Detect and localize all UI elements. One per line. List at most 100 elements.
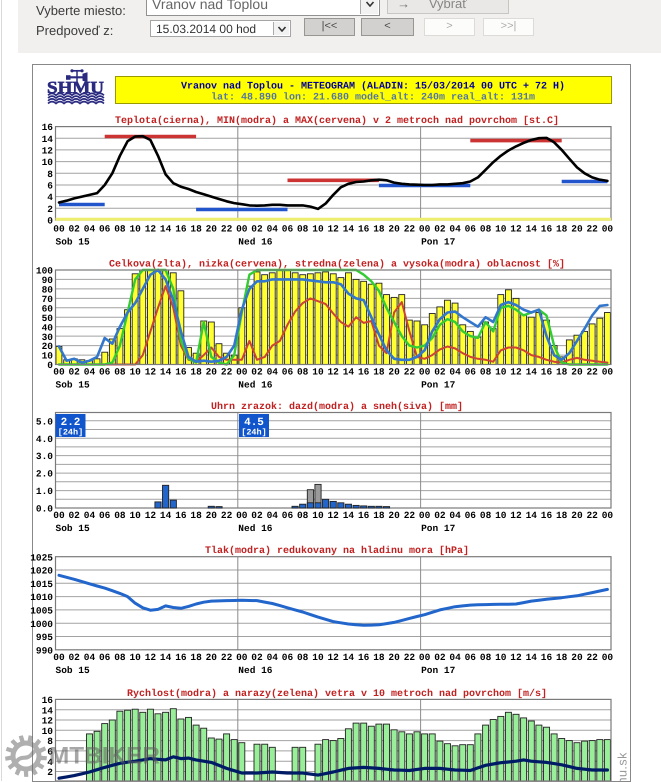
svg-text:1005: 1005 (30, 606, 53, 617)
svg-text:12: 12 (145, 510, 157, 521)
svg-text:16: 16 (358, 652, 370, 663)
svg-text:18: 18 (373, 367, 385, 378)
svg-text:14: 14 (526, 224, 538, 235)
svg-text:00: 00 (419, 510, 431, 521)
svg-text:18: 18 (556, 367, 568, 378)
svg-text:12: 12 (327, 652, 339, 663)
svg-text:10: 10 (495, 367, 507, 378)
svg-text:18: 18 (190, 367, 202, 378)
svg-text:14: 14 (42, 134, 54, 145)
svg-text:16: 16 (541, 224, 553, 235)
svg-text:Sob 15: Sob 15 (56, 523, 91, 534)
svg-text:08: 08 (480, 652, 492, 663)
svg-text:3.0: 3.0 (36, 451, 53, 462)
svg-text:18: 18 (373, 652, 385, 663)
svg-text:12: 12 (510, 367, 522, 378)
svg-text:02: 02 (251, 224, 263, 235)
svg-text:06: 06 (465, 510, 477, 521)
svg-text:00: 00 (602, 224, 614, 235)
svg-text:16: 16 (358, 367, 370, 378)
svg-text:90: 90 (42, 275, 54, 286)
svg-text:02: 02 (434, 652, 446, 663)
svg-text:20: 20 (388, 652, 400, 663)
svg-text:06: 06 (282, 224, 294, 235)
svg-text:16: 16 (541, 510, 553, 521)
svg-text:04: 04 (449, 652, 461, 663)
svg-text:12: 12 (510, 224, 522, 235)
svg-text:22: 22 (586, 224, 598, 235)
svg-text:06: 06 (282, 510, 294, 521)
svg-text:18: 18 (190, 510, 202, 521)
svg-text:00: 00 (53, 652, 65, 663)
svg-text:16: 16 (541, 652, 553, 663)
svg-text:02: 02 (68, 367, 80, 378)
svg-text:00: 00 (53, 367, 65, 378)
svg-text:00: 00 (53, 510, 65, 521)
svg-text:40: 40 (42, 322, 54, 333)
svg-text:12: 12 (42, 146, 54, 157)
svg-text:00: 00 (419, 224, 431, 235)
svg-text:08: 08 (480, 367, 492, 378)
svg-text:04: 04 (84, 652, 96, 663)
svg-text:20: 20 (388, 510, 400, 521)
svg-text:20: 20 (571, 367, 583, 378)
svg-text:80: 80 (42, 285, 54, 296)
svg-text:1010: 1010 (30, 592, 53, 603)
svg-text:lat: 48.890 lon: 21.680 mode: lat: 48.890 lon: 21.680 model_alt: 240m … (211, 91, 535, 103)
svg-text:10: 10 (312, 652, 324, 663)
svg-text:1015: 1015 (30, 579, 53, 590)
svg-text:22: 22 (221, 652, 233, 663)
svg-text:22: 22 (221, 224, 233, 235)
svg-text:5.0: 5.0 (36, 416, 53, 427)
svg-text:14: 14 (160, 224, 172, 235)
svg-text:8: 8 (47, 169, 53, 180)
svg-text:Ned 16: Ned 16 (238, 380, 273, 391)
svg-text:70: 70 (42, 294, 54, 305)
svg-text:Celkova(zlta), nizka(cervena),: Celkova(zlta), nizka(cervena), stredna(z… (109, 259, 565, 271)
svg-text:0: 0 (47, 360, 53, 371)
svg-text:Teplota(cierna), MIN(modra) a: Teplota(cierna), MIN(modra) a MAX(cerven… (115, 115, 559, 127)
svg-text:00: 00 (53, 224, 65, 235)
svg-text:02: 02 (251, 510, 263, 521)
svg-text:Pon 17: Pon 17 (421, 237, 456, 248)
svg-text:08: 08 (297, 652, 309, 663)
svg-text:Vranov nad Toplou - METEOGRAM: Vranov nad Toplou - METEOGRAM (ALADIN: 1… (181, 81, 565, 93)
svg-text:12: 12 (510, 652, 522, 663)
svg-text:12: 12 (327, 510, 339, 521)
svg-text:14: 14 (343, 367, 355, 378)
svg-text:4.5: 4.5 (244, 417, 264, 429)
svg-text:10: 10 (312, 367, 324, 378)
svg-text:22: 22 (404, 367, 416, 378)
svg-text:22: 22 (404, 510, 416, 521)
svg-text:10: 10 (312, 510, 324, 521)
svg-text:02: 02 (434, 224, 446, 235)
svg-text:22: 22 (586, 510, 598, 521)
svg-text:Uhrn zrazok: dazd(modra) a sne: Uhrn zrazok: dazd(modra) a sneh(siva) [m… (211, 401, 463, 413)
svg-text:4.0: 4.0 (36, 434, 53, 445)
svg-text:04: 04 (449, 510, 461, 521)
svg-text:Ned 16: Ned 16 (238, 237, 273, 248)
svg-text:14: 14 (160, 510, 172, 521)
svg-text:18: 18 (373, 510, 385, 521)
svg-text:0.0: 0.0 (36, 504, 53, 515)
svg-text:30: 30 (42, 332, 54, 343)
svg-text:20: 20 (42, 341, 54, 352)
svg-text:02: 02 (434, 367, 446, 378)
svg-text:14: 14 (42, 705, 54, 716)
svg-text:18: 18 (373, 224, 385, 235)
svg-text:2: 2 (47, 767, 53, 778)
svg-text:02: 02 (251, 652, 263, 663)
svg-text:2.2: 2.2 (61, 417, 81, 429)
svg-text:18: 18 (190, 224, 202, 235)
svg-text:20: 20 (206, 510, 218, 521)
svg-text:20: 20 (388, 224, 400, 235)
svg-text:4: 4 (47, 192, 53, 203)
svg-text:04: 04 (84, 510, 96, 521)
svg-text:14: 14 (526, 652, 538, 663)
svg-text:08: 08 (480, 224, 492, 235)
svg-text:Ned 16: Ned 16 (238, 665, 273, 676)
svg-text:1025: 1025 (30, 552, 53, 563)
svg-text:22: 22 (221, 510, 233, 521)
svg-text:06: 06 (99, 510, 111, 521)
svg-text:[24h]: [24h] (58, 428, 84, 438)
